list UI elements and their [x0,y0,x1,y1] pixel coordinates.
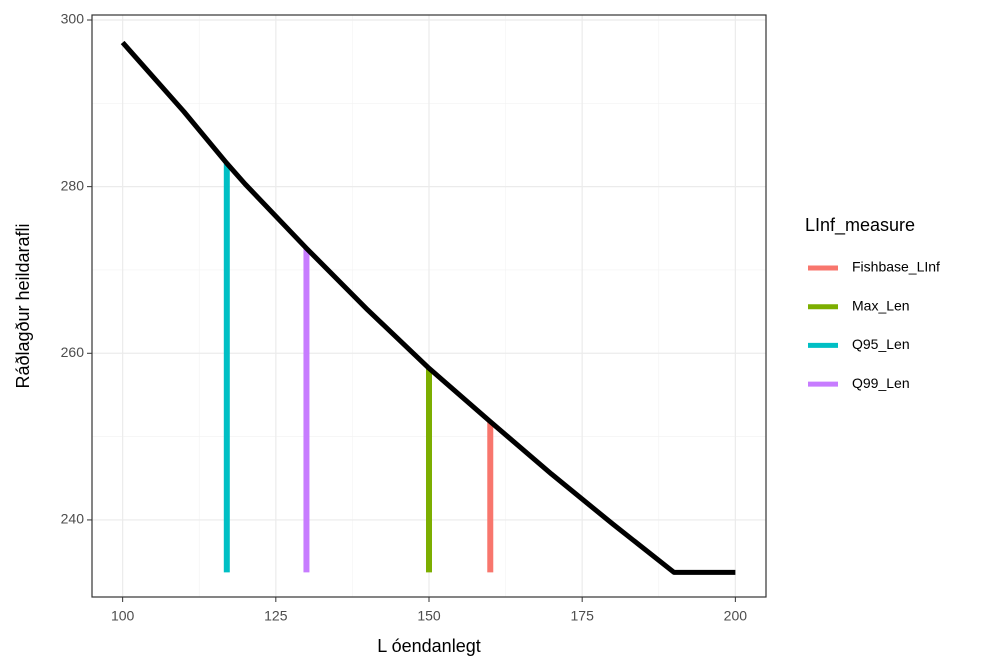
y-tick-label: 240 [61,511,85,527]
legend-label: Fishbase_LInf [852,259,940,275]
x-tick-label: 125 [264,608,288,624]
legend-label: Q99_Len [852,375,910,391]
y-axis-title: Ráðlagður heildarafli [13,223,33,388]
legend-label: Q95_Len [852,336,910,352]
x-tick-label: 150 [417,608,441,624]
x-axis-title: L óendanlegt [377,636,480,656]
legend-title: LInf_measure [805,215,915,236]
line [120,40,736,575]
x-tick-label: 200 [724,608,748,624]
legend-label: Max_Len [852,297,910,313]
panel-border [91,14,767,598]
y-tick-label: 300 [61,11,85,27]
y-tick-label: 280 [61,177,85,193]
x-tick-label: 100 [111,608,135,624]
x-tick-label: 175 [571,608,595,624]
y-tick-label: 260 [61,344,85,360]
